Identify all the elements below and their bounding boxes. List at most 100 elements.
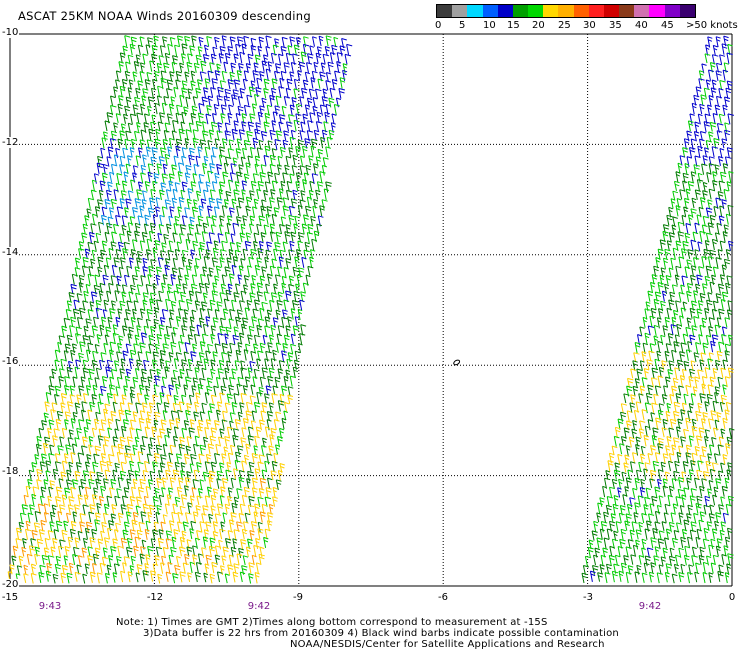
wind-barb [218,189,224,201]
wind-barb [119,164,126,174]
wind-barb [70,486,77,499]
wind-barb [256,257,263,268]
wind-barb [203,256,211,268]
wind-barb [229,377,236,388]
wind-barb [608,554,615,566]
wind-barb [65,444,72,455]
wind-barb [251,274,257,285]
wind-barb [240,360,246,371]
wind-barb [144,79,151,91]
wind-barb [170,341,177,353]
wind-barb [144,113,150,125]
wind-barb [252,376,258,388]
wind-barb [202,162,208,175]
wind-barb [155,206,161,217]
wind-barb [242,385,248,396]
wind-barb [712,171,717,183]
wind-barb [630,461,636,473]
wind-barb [184,138,190,149]
wind-barb [178,267,184,278]
wind-barb [165,189,171,200]
wind-barb [117,308,123,319]
wind-barb [258,488,265,498]
wind-barb [652,427,659,439]
wind-barb [159,392,165,404]
wind-barb [659,239,666,251]
wind-barb [95,307,103,320]
lon-label-9: -9 [293,592,303,603]
wind-barb [592,565,599,575]
wind-barb [297,70,302,81]
wind-barb [91,325,99,337]
wind-barb [720,496,726,507]
wind-barb [109,207,115,218]
wind-barb [241,121,247,132]
wind-barb [716,412,722,422]
wind-barb [641,513,648,524]
wind-barb [722,231,728,243]
wind-barb [676,426,681,438]
wind-barb [698,334,703,345]
wind-barb [650,537,657,549]
wind-barb [104,469,111,481]
wind-barb [144,214,150,227]
wind-barb [678,256,685,268]
wind-barb [288,214,295,225]
wind-barb [89,504,96,514]
wind-barb [283,299,290,311]
wind-barb [691,325,698,337]
wind-barb [173,155,179,166]
wind-barb [227,351,232,363]
wind-barb [694,571,700,583]
wind-barb [186,61,193,73]
wind-barb [165,258,170,269]
wind-barb [41,420,48,430]
wind-barb [125,163,131,175]
wind-barb [725,282,731,294]
wind-barb [701,418,707,430]
wind-barb [239,332,245,345]
wind-barb [223,162,229,174]
wind-barb [167,562,173,574]
wind-barb [23,573,29,584]
wind-barb [145,486,151,498]
wind-barb [77,530,83,541]
wind-barb [120,190,127,201]
wind-barb [297,240,303,252]
wind-barb [707,488,713,499]
wind-barb [38,427,44,438]
wind-barb [233,292,240,303]
wind-barb [164,52,171,64]
wind-barb [681,494,687,506]
wind-barb [274,376,281,388]
wind-barb [161,282,166,293]
wind-barb [128,79,134,90]
wind-barb [239,88,246,99]
wind-barb [166,394,173,405]
wind-barb [728,240,734,252]
wind-barb [708,513,715,523]
wind-barb [220,113,226,124]
wind-barb [124,105,131,116]
wind-barb [719,240,726,252]
wind-barb [720,171,727,183]
wind-barb [153,318,159,329]
wind-barb [679,375,685,387]
wind-barb [132,308,137,320]
wind-barb [640,453,646,464]
wind-barb [212,113,217,124]
wind-barb [226,426,234,438]
wind-barb [644,555,651,567]
wind-barb [250,350,256,361]
wind-barb [717,444,724,456]
wind-barb [66,334,73,345]
wind-barb [629,402,636,413]
wind-barb [244,307,251,319]
wind-barb [72,376,78,388]
wind-barb [89,301,95,312]
wind-barb [257,248,264,259]
wind-barb [665,275,672,285]
wind-barb [115,316,121,328]
wind-barb [649,315,656,327]
wind-barb [691,452,697,465]
